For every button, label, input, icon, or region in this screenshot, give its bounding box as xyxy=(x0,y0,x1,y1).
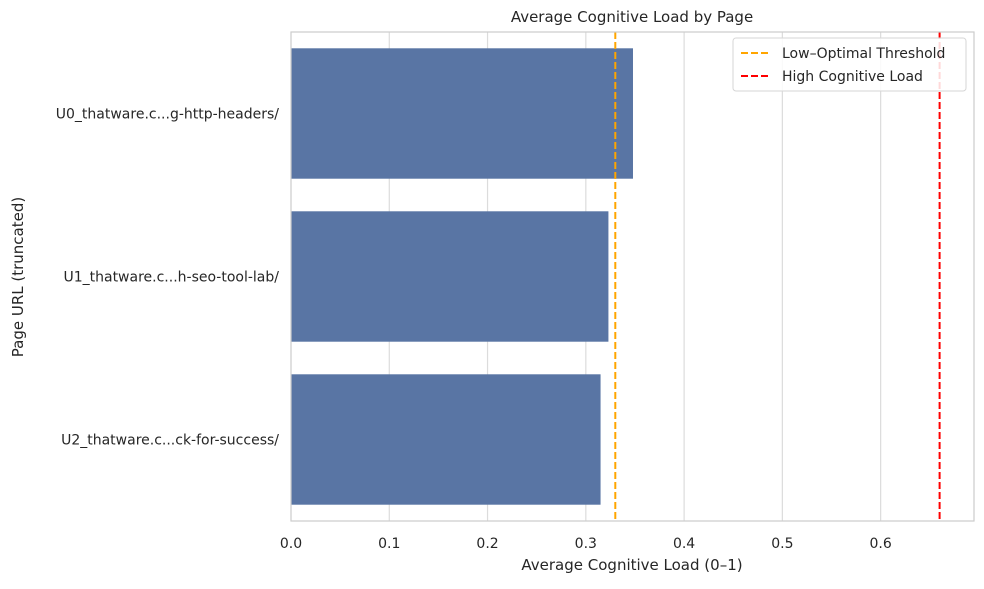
plot-frame xyxy=(290,31,975,522)
x-tick-label: 0.3 xyxy=(575,536,597,552)
chart-title: Average Cognitive Load by Page xyxy=(511,8,753,26)
bars xyxy=(291,48,633,505)
y-tick-label: U0_thatware.c...g-http-headers/ xyxy=(56,107,280,123)
bar xyxy=(291,374,601,505)
y-tick-labels: U0_thatware.c...g-http-headers/U1_thatwa… xyxy=(56,107,280,449)
bar xyxy=(291,48,633,179)
y-tick-label: U2_thatware.c...ck-for-success/ xyxy=(61,433,279,449)
x-tick-label: 0.4 xyxy=(673,536,695,552)
x-axis-label: Average Cognitive Load (0–1) xyxy=(521,556,742,574)
legend-box xyxy=(732,37,967,92)
bar xyxy=(291,211,609,342)
x-tick-label: 0.6 xyxy=(870,536,892,552)
reference-lines xyxy=(614,32,941,521)
x-tick-label: 0.1 xyxy=(378,536,400,552)
y-axis-label: Page URL (truncated) xyxy=(9,197,27,357)
x-tick-label: 0.5 xyxy=(771,536,793,552)
x-tick-label: 0.2 xyxy=(476,536,498,552)
x-tick-label: 0.0 xyxy=(280,536,302,552)
legend-entry: High Cognitive Load xyxy=(782,69,923,85)
legend: Low–Optimal Threshold High Cognitive Load xyxy=(732,37,967,92)
y-tick-label: U1_thatware.c...h-seo-tool-lab/ xyxy=(63,270,279,286)
x-tick-labels: 0.0 0.1 0.2 0.3 0.4 0.5 0.6 xyxy=(280,536,892,552)
legend-entry: Low–Optimal Threshold xyxy=(782,46,945,62)
